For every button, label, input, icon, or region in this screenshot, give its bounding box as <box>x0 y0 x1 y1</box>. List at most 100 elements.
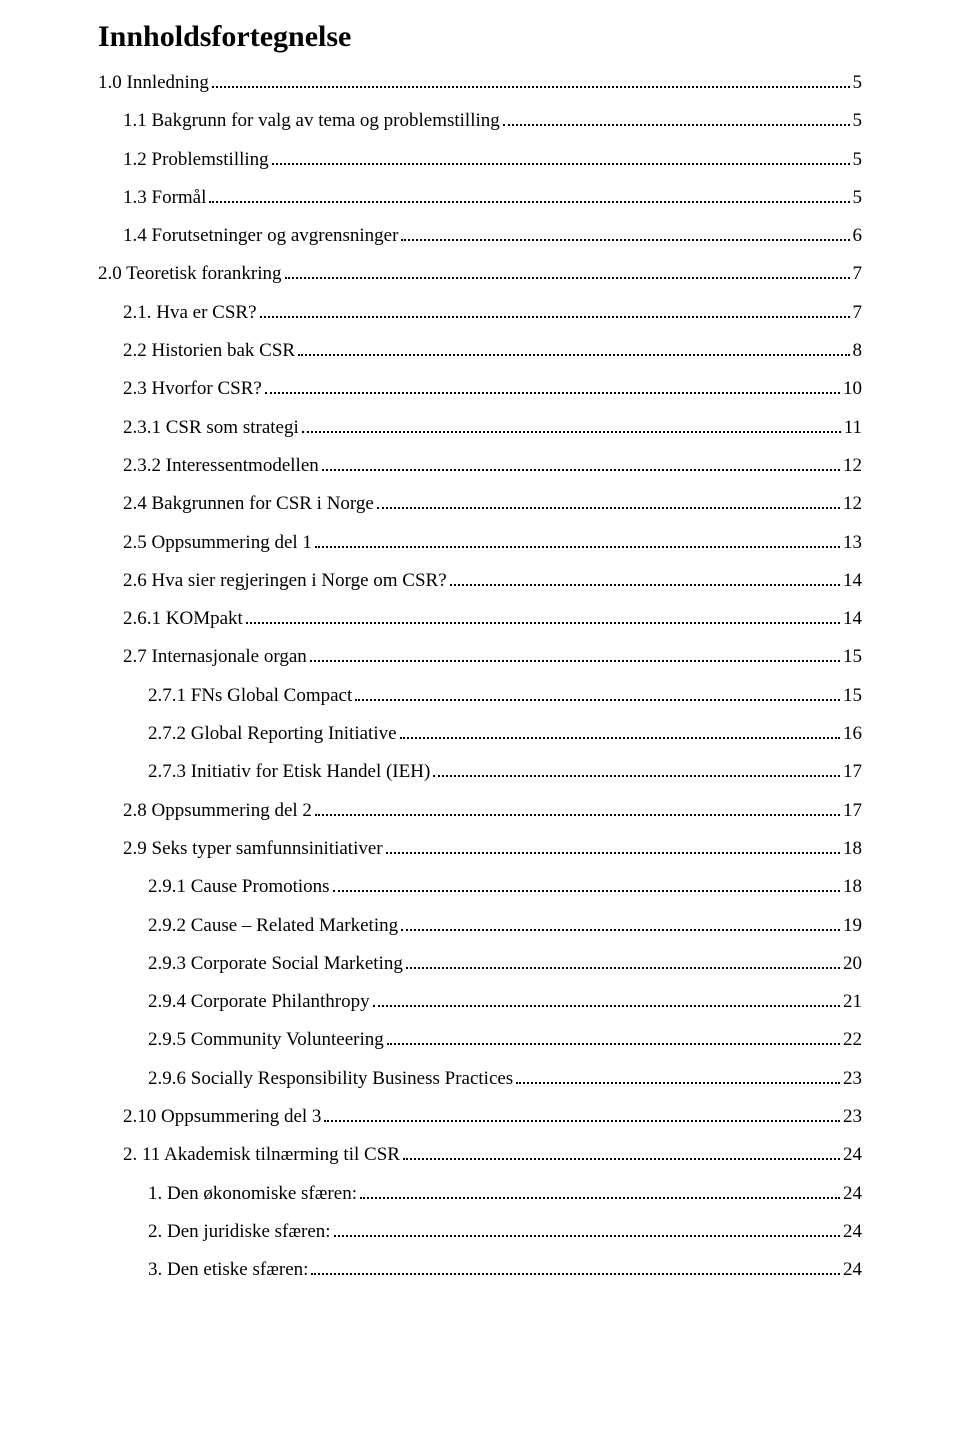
toc-entry-label: 2.9.1 Cause Promotions <box>148 876 330 899</box>
toc-leader-dots <box>387 1030 840 1045</box>
toc-leader-dots <box>403 1145 840 1160</box>
toc-entry[interactable]: 2.9.4 Corporate Philanthropy 21 <box>98 991 862 1014</box>
toc-entry[interactable]: 2.3.2 Interessentmodellen12 <box>98 455 862 478</box>
toc-entry-page: 17 <box>843 761 862 784</box>
toc-entry[interactable]: 2.9.1 Cause Promotions 18 <box>98 876 862 899</box>
toc-entry[interactable]: 1.4 Forutsetninger og avgrensninger6 <box>98 225 862 248</box>
toc-leader-dots <box>516 1069 840 1084</box>
toc-entry[interactable]: 2.3.1 CSR som strategi11 <box>98 417 862 440</box>
toc-leader-dots <box>302 417 841 432</box>
toc-entry-label: 1.1 Bakgrunn for valg av tema og problem… <box>123 110 500 133</box>
toc-entry-label: 2.8 Oppsummering del 2 <box>123 800 312 823</box>
toc-leader-dots <box>315 532 840 547</box>
toc-leader-dots <box>315 800 840 815</box>
toc-entry[interactable]: 2.7.1 FNs Global Compact15 <box>98 685 862 708</box>
toc-entry[interactable]: 2.6 Hva sier regjeringen i Norge om CSR?… <box>98 570 862 593</box>
toc-entry-page: 7 <box>853 263 863 286</box>
toc-entry[interactable]: 2.1. Hva er CSR?7 <box>98 302 862 325</box>
toc-leader-dots <box>310 647 840 662</box>
toc-title: Innholdsfortegnelse <box>98 20 862 54</box>
toc-entry-label: 1. Den økonomiske sfæren: <box>148 1183 357 1206</box>
toc-entry[interactable]: 2.3 Hvorfor CSR?10 <box>98 378 862 401</box>
toc-entry[interactable]: 2.7.2 Global Reporting Initiative16 <box>98 723 862 746</box>
toc-entry-page: 5 <box>853 187 863 210</box>
toc-entry[interactable]: 1. Den økonomiske sfæren:24 <box>98 1183 862 1206</box>
toc-entry[interactable]: 2.4 Bakgrunnen for CSR i Norge 12 <box>98 493 862 516</box>
toc-entry[interactable]: 2.6.1 KOMpakt14 <box>98 608 862 631</box>
toc-entry-label: 2.9 Seks typer samfunnsinitiativer <box>123 838 383 861</box>
toc-entry-label: 3. Den etiske sfæren: <box>148 1259 308 1282</box>
toc-entry[interactable]: 2.7 Internasjonale organ15 <box>98 646 862 669</box>
toc-entry-label: 2.9.5 Community Volunteering <box>148 1029 384 1052</box>
toc-entry[interactable]: 2.0 Teoretisk forankring7 <box>98 263 862 286</box>
toc-entry-page: 14 <box>843 570 862 593</box>
toc-entry-label: 2.5 Oppsummering del 1 <box>123 532 312 555</box>
toc-entry-label: 2.2 Historien bak CSR <box>123 340 295 363</box>
toc-entry[interactable]: 2. Den juridiske sfæren: 24 <box>98 1221 862 1244</box>
toc-entry[interactable]: 2.9.5 Community Volunteering22 <box>98 1029 862 1052</box>
toc-entry-label: 2.1. Hva er CSR? <box>123 302 257 325</box>
toc-leader-dots <box>406 954 840 969</box>
toc-leader-dots <box>386 839 840 854</box>
toc-entry-label: 2.3.2 Interessentmodellen <box>123 455 319 478</box>
toc-entry-page: 10 <box>843 378 862 401</box>
toc-entry-label: 2.9.6 Socially Responsibility Business P… <box>148 1068 513 1091</box>
toc-entry-label: 2.7.2 Global Reporting Initiative <box>148 723 397 746</box>
toc-entry-page: 18 <box>843 876 862 899</box>
toc-leader-dots <box>400 724 840 739</box>
toc-entry-label: 2.9.3 Corporate Social Marketing <box>148 953 403 976</box>
toc-entry-page: 15 <box>843 646 862 669</box>
toc-leader-dots <box>298 341 849 356</box>
toc-leader-dots <box>311 1260 840 1275</box>
toc-entry[interactable]: 1.0 Innledning 5 <box>98 72 862 95</box>
toc-entry[interactable]: 1.1 Bakgrunn for valg av tema og problem… <box>98 110 862 133</box>
toc-entry[interactable]: 2.7.3 Initiativ for Etisk Handel (IEH) 17 <box>98 761 862 784</box>
toc-entry[interactable]: 2.5 Oppsummering del 1 13 <box>98 532 862 555</box>
toc-entry-label: 2.10 Oppsummering del 3 <box>123 1106 321 1129</box>
toc-entry-label: 2.7.3 Initiativ for Etisk Handel (IEH) <box>148 761 430 784</box>
toc-entry[interactable]: 2.9.2 Cause – Related Marketing19 <box>98 915 862 938</box>
toc-entry[interactable]: 2.9.6 Socially Responsibility Business P… <box>98 1068 862 1091</box>
toc-leader-dots <box>322 456 840 471</box>
toc-leader-dots <box>324 1107 840 1122</box>
toc-leader-dots <box>260 303 850 318</box>
toc-entry[interactable]: 2.9 Seks typer samfunnsinitiativer18 <box>98 838 862 861</box>
toc-entry[interactable]: 2. 11 Akademisk tilnærming til CSR 24 <box>98 1144 862 1167</box>
toc-entry-page: 23 <box>843 1068 862 1091</box>
toc-entry[interactable]: 2.10 Oppsummering del 3 23 <box>98 1106 862 1129</box>
toc-entry-label: 2.3.1 CSR som strategi <box>123 417 299 440</box>
toc-entry[interactable]: 2.8 Oppsummering del 217 <box>98 800 862 823</box>
toc-entry-label: 2. Den juridiske sfæren: <box>148 1221 331 1244</box>
toc-entry-page: 13 <box>843 532 862 555</box>
toc-entry-label: 2.9.4 Corporate Philanthropy <box>148 991 370 1014</box>
toc-leader-dots <box>450 571 840 586</box>
toc-entry-label: 1.0 Innledning <box>98 72 209 95</box>
toc-leader-dots <box>246 609 840 624</box>
toc-entry-label: 2.9.2 Cause – Related Marketing <box>148 915 398 938</box>
toc-entry-page: 12 <box>843 493 862 516</box>
toc-entry[interactable]: 1.3 Formål 5 <box>98 187 862 210</box>
toc-entry-label: 2. 11 Akademisk tilnærming til CSR <box>123 1144 400 1167</box>
toc-entry[interactable]: 2.9.3 Corporate Social Marketing20 <box>98 953 862 976</box>
toc-entry-page: 6 <box>853 225 863 248</box>
toc-entry[interactable]: 1.2 Problemstilling5 <box>98 149 862 172</box>
toc-leader-dots <box>212 73 850 88</box>
toc-leader-dots <box>272 149 850 164</box>
toc-leader-dots <box>285 264 850 279</box>
toc-entry-label: 1.3 Formål <box>123 187 206 210</box>
toc-entry-page: 24 <box>843 1221 862 1244</box>
toc-entry-label: 2.4 Bakgrunnen for CSR i Norge <box>123 493 374 516</box>
toc-leader-dots <box>401 915 840 930</box>
toc-leader-dots <box>503 111 850 126</box>
toc-entry-page: 23 <box>843 1106 862 1129</box>
toc-entry-label: 1.2 Problemstilling <box>123 149 269 172</box>
toc-leader-dots <box>360 1183 840 1198</box>
toc-entry[interactable]: 2.2 Historien bak CSR8 <box>98 340 862 363</box>
toc-entry-page: 5 <box>853 72 863 95</box>
toc-leader-dots <box>373 992 840 1007</box>
toc-entry-page: 21 <box>843 991 862 1014</box>
toc-entry-page: 24 <box>843 1144 862 1167</box>
toc-leader-dots <box>355 686 840 701</box>
toc-entry[interactable]: 3. Den etiske sfæren:24 <box>98 1259 862 1282</box>
toc-entry-page: 14 <box>843 608 862 631</box>
